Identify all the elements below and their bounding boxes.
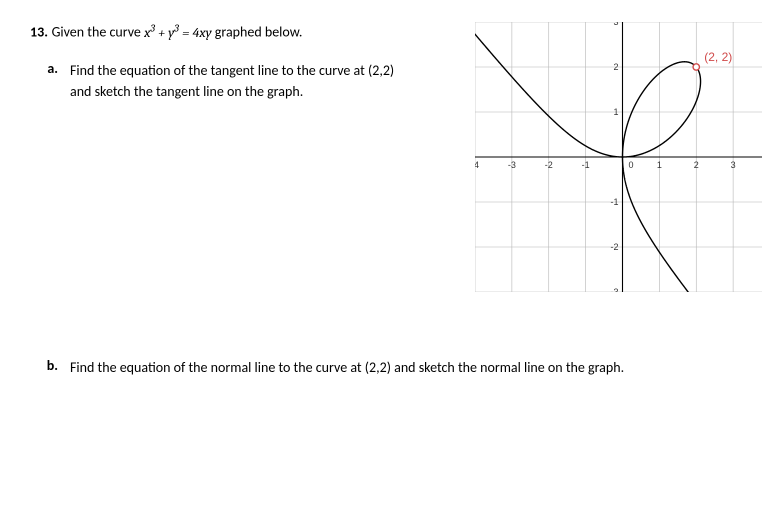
svg-text:-2: -2 bbox=[545, 160, 553, 170]
svg-text:2: 2 bbox=[613, 62, 618, 72]
svg-text:-1: -1 bbox=[610, 197, 618, 207]
part-b-body: Find the equation of the normal line to … bbox=[58, 357, 624, 378]
equation: x3 + y3 = 4xy bbox=[144, 24, 215, 41]
svg-text:-3: -3 bbox=[508, 160, 516, 170]
svg-text:3: 3 bbox=[731, 160, 736, 170]
part-a-line1: Find the equation of the tangent line to… bbox=[70, 62, 368, 79]
part-b-prefix: Find the equation of the normal line to … bbox=[70, 359, 365, 376]
svg-text:1: 1 bbox=[613, 107, 618, 117]
svg-text:(2, 2): (2, 2) bbox=[704, 50, 732, 64]
stem-prefix: Given the curve bbox=[52, 24, 145, 41]
problem-number: 13. bbox=[30, 24, 48, 41]
part-b-letter: b. bbox=[30, 357, 58, 374]
part-b-point: (2,2) bbox=[365, 359, 391, 376]
svg-text:-4: -4 bbox=[475, 160, 479, 170]
svg-text:0: 0 bbox=[629, 160, 634, 170]
svg-text:-1: -1 bbox=[582, 160, 590, 170]
part-a-body: Find the equation of the tangent line to… bbox=[58, 60, 394, 102]
svg-text:1: 1 bbox=[657, 160, 662, 170]
svg-text:-3: -3 bbox=[610, 287, 618, 292]
folium-graph: -4-3-2-101234-3-2-1123(2, 2) bbox=[475, 22, 762, 292]
svg-text:-2: -2 bbox=[610, 242, 618, 252]
part-a: a. Find the equation of the tangent line… bbox=[30, 60, 475, 102]
part-b: b. Find the equation of the normal line … bbox=[30, 357, 732, 378]
svg-text:2: 2 bbox=[694, 160, 699, 170]
eq-eq: = 4 bbox=[179, 24, 199, 41]
svg-text:3: 3 bbox=[613, 22, 618, 27]
problem-stem: 13. Given the curve x3 + y3 = 4xy graphe… bbox=[30, 22, 475, 42]
eq-xy: xy bbox=[199, 24, 211, 41]
part-b-suffix: and sketch the normal line on the graph. bbox=[391, 359, 624, 376]
part-a-point: (2,2) bbox=[368, 62, 394, 79]
part-a-line2: and sketch the tangent line on the graph… bbox=[70, 83, 303, 100]
part-a-letter: a. bbox=[30, 60, 58, 77]
eq-plus: + bbox=[155, 24, 168, 41]
stem-suffix: graphed below. bbox=[215, 24, 303, 41]
